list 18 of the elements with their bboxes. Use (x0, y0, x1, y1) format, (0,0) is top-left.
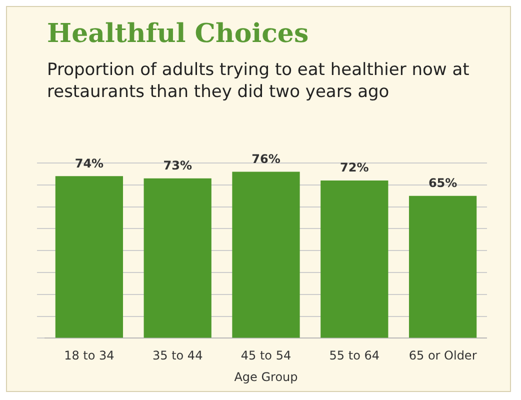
x-tick-label: 18 to 34 (64, 348, 114, 363)
bar (55, 176, 124, 338)
x-tick-label: 55 to 64 (329, 348, 380, 363)
x-axis-title: Age Group (234, 370, 298, 384)
data-label: 72% (340, 160, 369, 175)
x-tick-label: 65 or Older (408, 348, 477, 363)
data-label: 65% (428, 176, 458, 190)
data-label: 76% (252, 152, 280, 166)
data-label: 74% (74, 156, 104, 170)
chart-title: Healthful Choices (47, 19, 309, 49)
x-tick-label: 45 to 54 (240, 348, 292, 363)
bar (408, 196, 477, 338)
x-tick-label: 35 to 44 (152, 348, 203, 363)
data-label: 73% (163, 158, 192, 172)
bar (232, 172, 300, 338)
bar (144, 178, 212, 338)
chart-subtitle: Proportion of adults trying to eat healthier now at restaurants than they did two years ago (47, 59, 470, 103)
bar (320, 180, 388, 338)
